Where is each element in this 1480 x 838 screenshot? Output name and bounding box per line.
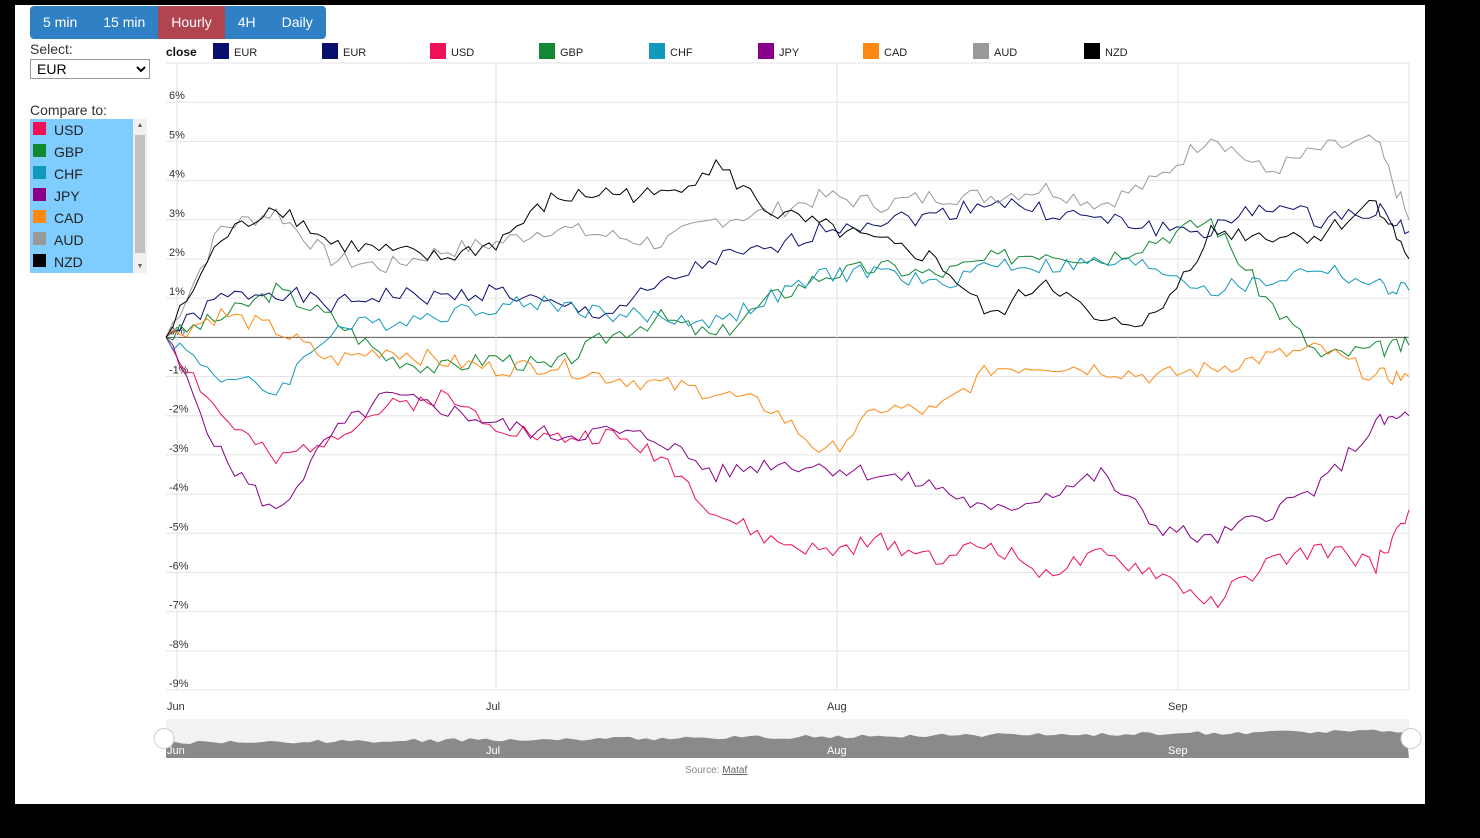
- legend-label[interactable]: GBP: [560, 47, 583, 59]
- compare-items: USD GBP CHF JPY CAD AUD NZD: [30, 119, 147, 273]
- compare-swatch: [33, 187, 46, 201]
- navigator-tick-label: Sep: [1168, 745, 1188, 757]
- legend-label[interactable]: EUR: [234, 47, 257, 59]
- series-line-aud: [165, 134, 1410, 338]
- navigator-tick-label: Aug: [827, 745, 847, 757]
- y-tick-label: -4%: [169, 482, 189, 494]
- navigator-handle-left[interactable]: [153, 728, 175, 749]
- compare-swatch: [33, 231, 46, 245]
- compare-item[interactable]: JPY: [30, 185, 147, 207]
- timeframe-selector: 5 min 15 min Hourly 4H Daily: [30, 6, 326, 39]
- compare-swatch: [33, 165, 46, 179]
- compare-item[interactable]: GBP: [30, 141, 147, 163]
- scroll-thumb[interactable]: [135, 135, 145, 253]
- y-tick-label: -1%: [169, 365, 189, 377]
- legend-swatch[interactable]: [213, 43, 229, 59]
- select-label: Select:: [30, 41, 73, 57]
- legend-title: close: [166, 45, 197, 59]
- compare-item[interactable]: CHF: [30, 163, 147, 185]
- y-tick-label: -7%: [169, 600, 189, 612]
- compare-item-label: GBP: [54, 144, 84, 160]
- navigator-area: [166, 729, 1409, 758]
- y-tick-label: 4%: [169, 169, 185, 181]
- source-prefix: Source:: [685, 765, 723, 776]
- legend-swatch[interactable]: [1084, 43, 1100, 59]
- compare-label: Compare to:: [30, 102, 108, 118]
- source-credit: Source: Mataf: [685, 765, 747, 776]
- series-line-gbp: [165, 217, 1410, 374]
- x-tick-label: Jun: [167, 701, 185, 713]
- series-line-jpy: [165, 336, 1410, 545]
- legend-label[interactable]: EUR: [343, 47, 366, 59]
- y-tick-label: -9%: [169, 678, 189, 690]
- compare-swatch: [33, 209, 46, 223]
- legend-swatch[interactable]: [863, 43, 879, 59]
- compare-swatch: [33, 253, 46, 267]
- chart-area[interactable]: 6%5%4%3%2%1%-1%-2%-3%-4%-5%-6%-7%-8%-9%0…: [15, 5, 1425, 804]
- series-line-cad: [165, 307, 1410, 453]
- y-tick-label: -2%: [169, 404, 189, 416]
- legend-label[interactable]: NZD: [1105, 47, 1128, 59]
- compare-item-label: NZD: [54, 254, 83, 270]
- x-tick-label: Aug: [827, 701, 847, 713]
- series-line-usd: [165, 337, 1410, 609]
- legend-swatch[interactable]: [430, 43, 446, 59]
- compare-list[interactable]: USD GBP CHF JPY CAD AUD NZD ▲ ▼: [30, 119, 147, 273]
- y-tick-label: -8%: [169, 639, 189, 651]
- legend-swatch[interactable]: [649, 43, 665, 59]
- series-line-nzd: [165, 158, 1410, 338]
- y-tick-label: 2%: [169, 247, 185, 259]
- compare-swatch: [33, 143, 46, 157]
- base-currency-select[interactable]: EUR: [30, 59, 150, 79]
- compare-item-label: AUD: [54, 232, 84, 248]
- timeframe-button[interactable]: Daily: [281, 14, 313, 30]
- legend-label[interactable]: AUD: [994, 47, 1017, 59]
- y-tick-label: 1%: [169, 286, 185, 298]
- timeframe-button[interactable]: Hourly: [158, 6, 225, 39]
- source-link[interactable]: Mataf: [722, 765, 748, 776]
- compare-item[interactable]: USD: [30, 119, 147, 141]
- legend-swatch[interactable]: [973, 43, 989, 59]
- compare-item[interactable]: CAD: [30, 207, 147, 229]
- compare-scrollbar[interactable]: ▲ ▼: [133, 119, 147, 273]
- compare-item-label: USD: [54, 122, 84, 138]
- y-tick-label: 3%: [169, 208, 185, 220]
- x-tick-label: Jul: [486, 701, 500, 713]
- series-line-chf: [165, 256, 1410, 396]
- legend-swatch[interactable]: [539, 43, 555, 59]
- timeframe-button[interactable]: 4H: [237, 14, 256, 30]
- legend-swatch[interactable]: [758, 43, 774, 59]
- navigator-handle-right[interactable]: [1400, 728, 1422, 749]
- legend-label[interactable]: USD: [451, 47, 474, 59]
- legend-label[interactable]: CAD: [884, 47, 907, 59]
- scroll-up-icon[interactable]: ▲: [136, 122, 144, 129]
- scroll-down-icon[interactable]: ▼: [136, 263, 144, 270]
- chart-panel: 5 min 15 min Hourly 4H Daily Select: EUR Com…: [15, 5, 1425, 804]
- timeframe-button[interactable]: 15 min: [103, 14, 146, 30]
- y-tick-label: -5%: [169, 521, 189, 533]
- series-line-eur: [165, 198, 1410, 338]
- legend-swatch[interactable]: [322, 43, 338, 59]
- y-tick-label: -3%: [169, 443, 189, 455]
- compare-item[interactable]: NZD: [30, 251, 147, 273]
- y-tick-label: 6%: [169, 90, 185, 102]
- compare-item-label: CAD: [54, 210, 84, 226]
- compare-swatch: [33, 121, 46, 135]
- x-tick-label: Sep: [1168, 701, 1188, 713]
- navigator-tick-label: Jul: [486, 745, 500, 757]
- timeframe-button[interactable]: 5 min: [43, 14, 78, 30]
- legend-label[interactable]: JPY: [779, 47, 800, 59]
- compare-item-label: JPY: [54, 188, 80, 204]
- y-tick-label: -6%: [169, 560, 189, 572]
- compare-item[interactable]: AUD: [30, 229, 147, 251]
- y-tick-label: 5%: [169, 129, 185, 141]
- navigator-tick-label: Jun: [167, 745, 185, 757]
- compare-item-label: CHF: [54, 166, 83, 182]
- legend-label[interactable]: CHF: [670, 47, 693, 59]
